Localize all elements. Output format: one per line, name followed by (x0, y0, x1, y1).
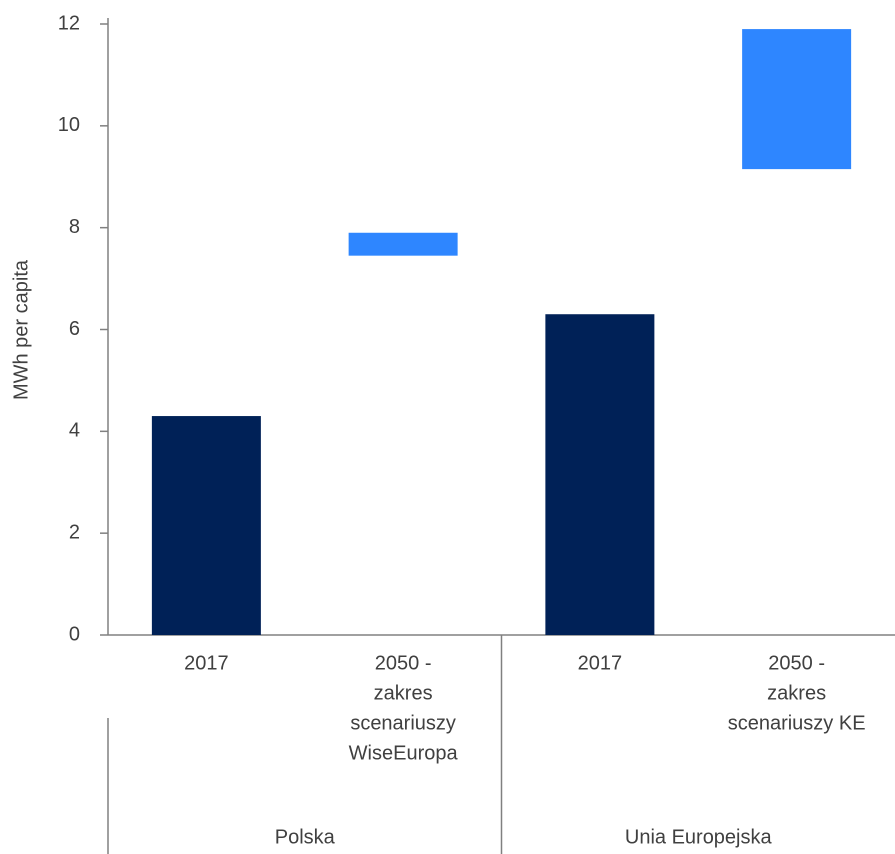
x-tick-label: 2050 - (375, 652, 432, 674)
y-tick-label: 10 (58, 114, 80, 136)
bar (348, 232, 458, 256)
x-tick-label: scenariuszy KE (728, 712, 866, 734)
y-tick-label: 8 (69, 216, 80, 238)
x-tick-label: zakres (374, 682, 433, 704)
x-tick-label: 2050 - (768, 652, 825, 674)
y-tick-label: 4 (69, 420, 80, 442)
x-tick-label: WiseEuropa (349, 742, 459, 764)
bar (545, 314, 655, 635)
x-tick-label: 2017 (184, 652, 229, 674)
bar (151, 416, 261, 635)
x-tick-label: 2017 (578, 652, 623, 674)
y-tick-label: 12 (58, 12, 80, 34)
y-tick-label: 0 (69, 623, 80, 645)
group-label: Unia Europejska (625, 826, 773, 848)
y-axis-title: MWh per capita (10, 259, 32, 400)
y-tick-label: 2 (69, 521, 80, 543)
x-tick-label: zakres (767, 682, 826, 704)
group-label: Polska (275, 826, 336, 848)
bar (742, 29, 852, 170)
x-tick-label: scenariuszy (350, 712, 456, 734)
y-tick-label: 6 (69, 318, 80, 340)
